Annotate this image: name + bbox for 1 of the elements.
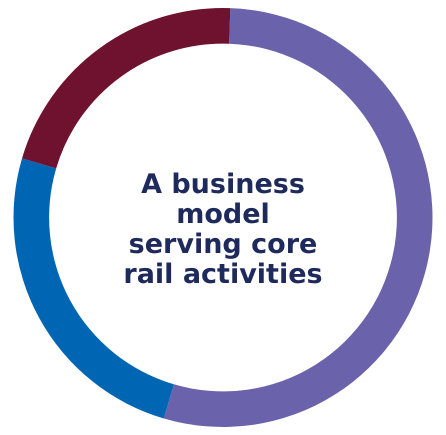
text: A business model serving core rail activities — [123, 169, 323, 290]
